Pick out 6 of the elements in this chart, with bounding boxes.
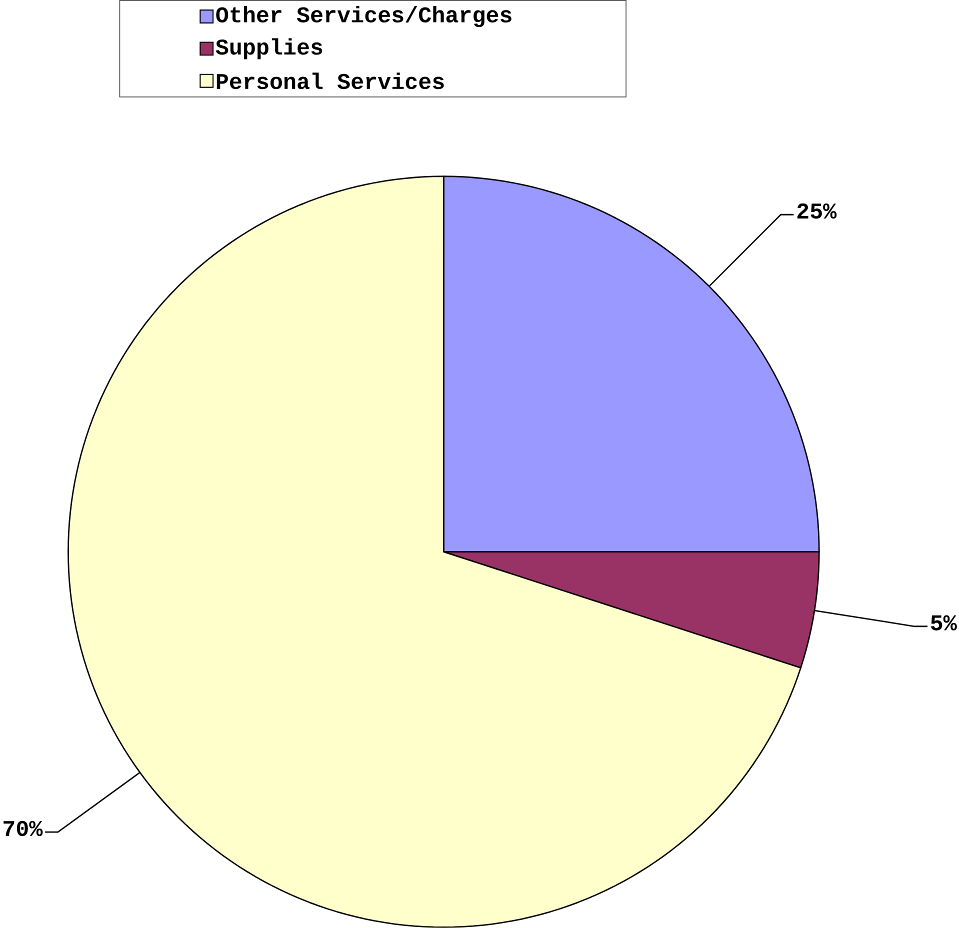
legend-label: Personal Services [216,72,444,90]
data-label: 70% [4,820,43,836]
legend-label: Supplies [216,38,322,60]
legend-label: Other Services/Charges [216,6,512,28]
data-label: 25% [797,203,837,219]
data-label: 5% [930,615,957,630]
